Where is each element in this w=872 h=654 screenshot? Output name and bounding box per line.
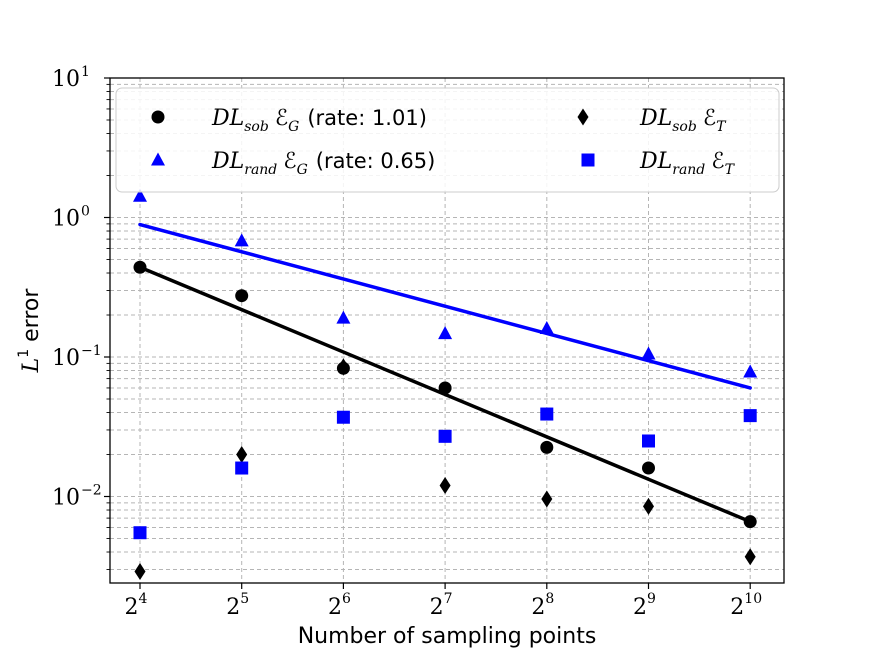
- fit-lines: [138, 222, 752, 524]
- y-tick-label: 10: [52, 486, 80, 511]
- x-tick-label: 27: [430, 591, 453, 620]
- y-tick-label: 10: [52, 207, 80, 232]
- data-point-series-1: [539, 321, 554, 335]
- legend-label-series-1: DLrand ℰG (rate: 0.65): [211, 149, 435, 178]
- data-point-series-0: [438, 381, 452, 395]
- legend-label-series-2: DLsob ℰT: [639, 106, 727, 135]
- y-tick-exponent: −2: [81, 483, 102, 499]
- legend-label-series-3: DLrand ℰT: [639, 149, 736, 178]
- data-point-series-3: [438, 429, 452, 443]
- data-point-series-2: [236, 446, 248, 464]
- y-axis-label: L1 error: [16, 288, 44, 374]
- data-point-series-2: [439, 476, 451, 494]
- data-point-series-0: [743, 515, 757, 529]
- data-point-series-2: [643, 497, 654, 515]
- legend: DLsob ℰG (rate: 1.01) DLrand ℰG (rate: 0.65) D…: [115, 87, 780, 193]
- x-axis-label: Number of sampling points: [298, 624, 597, 649]
- x-tick-label: 25: [226, 591, 249, 620]
- y-tick-exponent: −1: [81, 343, 102, 359]
- data-point-series-1: [641, 346, 656, 360]
- y-tick-label: 10: [52, 346, 80, 371]
- data-point-series-1: [336, 310, 351, 324]
- fit-line-series-0: [138, 265, 752, 524]
- x-tick-label: 26: [328, 591, 351, 620]
- data-point-series-0: [540, 440, 554, 454]
- data-point-series-3: [540, 407, 554, 421]
- legend-marker-series-3: [581, 153, 595, 167]
- legend-marker-series-0: [151, 110, 165, 124]
- data-point-series-1: [438, 326, 453, 340]
- data-point-series-2: [541, 490, 553, 508]
- data-point-series-0: [133, 260, 147, 274]
- svg-text:L1 error: L1 error: [16, 288, 44, 374]
- y-axis-label-main: L: [19, 358, 44, 374]
- legend-entry-series-0: DLsob ℰG (rate: 1.01): [151, 106, 427, 135]
- y-tick-exponent: 1: [81, 64, 90, 80]
- legend-entry-series-1: DLrand ℰG (rate: 0.65): [151, 149, 435, 178]
- legend-entry-series-3: DLrand ℰT: [581, 149, 736, 178]
- fit-line-series-1: [138, 222, 752, 390]
- x-tick-label: 28: [531, 591, 554, 620]
- legend-entry-series-2: DLsob ℰT: [577, 106, 727, 135]
- data-point-series-2: [134, 562, 146, 580]
- data-point-series-3: [336, 410, 350, 424]
- data-point-series-1: [234, 233, 249, 247]
- x-axis-ticks: 24 25 26 27 28 29 210: [125, 583, 762, 620]
- data-point-series-2: [744, 548, 756, 566]
- legend-marker-series-1: [151, 152, 165, 166]
- data-point-series-3: [642, 434, 655, 448]
- x-tick-label: 210: [730, 591, 762, 620]
- data-point-series-3: [235, 461, 249, 475]
- x-tick-label: 24: [125, 591, 148, 620]
- data-point-series-3: [743, 409, 757, 423]
- y-axis-label-rest: error: [19, 288, 44, 349]
- data-point-series-1: [133, 188, 147, 202]
- y-tick-exponent: 0: [81, 204, 90, 220]
- data-point-series-2: [337, 358, 349, 376]
- data-point-series-0: [642, 461, 655, 475]
- x-tick-label: 29: [633, 591, 656, 620]
- data-point-series-0: [235, 289, 249, 303]
- legend-marker-series-2: [577, 108, 589, 126]
- data-point-series-3: [133, 526, 147, 540]
- plot-frame: [109, 77, 785, 584]
- legend-label-series-0: DLsob ℰG (rate: 1.01): [211, 106, 427, 135]
- data-point-series-1: [743, 364, 758, 378]
- data-markers: [133, 188, 758, 580]
- legend-box: [115, 87, 780, 193]
- y-axis-label-sup: 1: [16, 349, 32, 358]
- y-tick-label: 10: [52, 67, 80, 92]
